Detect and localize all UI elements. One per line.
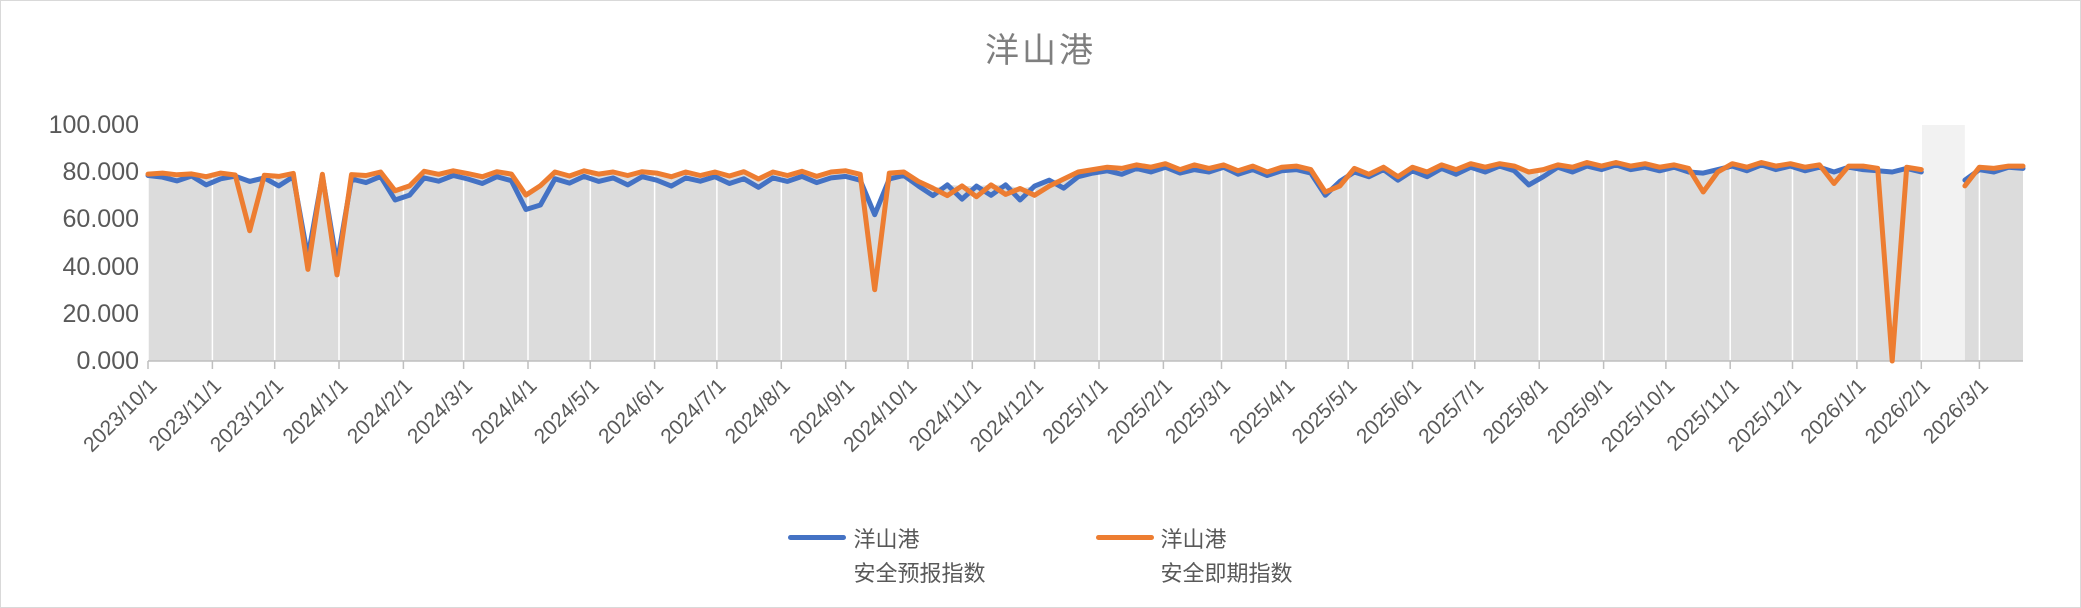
x-axis-label: 2024/2/1 <box>343 374 417 448</box>
legend-item-spot: 洋山港 安全即期指数 <box>1095 523 1293 591</box>
legend: 洋山港 安全预报指数 洋山港 安全即期指数 <box>1 523 2080 591</box>
legend-label-line1: 洋山港 <box>853 527 920 552</box>
x-axis-label: 2024/4/1 <box>467 374 541 448</box>
y-axis-label: 80.000 <box>62 158 139 186</box>
y-axis-label: 100.000 <box>48 111 139 139</box>
y-axis-label: 60.000 <box>62 205 139 233</box>
series-line-spot-index <box>1962 163 2026 189</box>
x-axis-label: 2025/8/1 <box>1479 374 1553 448</box>
series-line-forecast-index <box>145 162 1924 267</box>
x-axis-label: 2024/5/1 <box>530 374 604 448</box>
x-axis-label: 2025/6/1 <box>1352 374 1426 448</box>
x-axis-label: 2026/3/1 <box>1919 374 1993 448</box>
y-axis-label: 0.000 <box>76 347 139 375</box>
x-axis-label: 2024/1/1 <box>278 374 352 448</box>
x-axis-label: 2024/3/1 <box>403 374 477 448</box>
x-axis-label: 2024/8/1 <box>721 374 795 448</box>
x-axis-label: 2024/7/1 <box>656 374 730 448</box>
series-line-spot-index <box>145 160 1924 364</box>
x-axis-label: 2025/3/1 <box>1161 374 1235 448</box>
forecast-line-swatch <box>788 535 847 540</box>
legend-label-line1: 洋山港 <box>1160 527 1227 552</box>
x-axis-label: 2025/4/1 <box>1225 374 1299 448</box>
legend-label-spot: 洋山港 安全即期指数 <box>1161 523 1293 591</box>
x-axis-label: 2025/1/1 <box>1038 374 1112 448</box>
spot-line-swatch <box>1095 535 1154 540</box>
x-axis-label: 2024/6/1 <box>594 374 668 448</box>
no-data-gap <box>1921 125 1965 361</box>
y-axis-label: 20.000 <box>62 300 139 328</box>
x-axis-label: 2026/1/1 <box>1796 374 1870 448</box>
area-fill <box>1964 166 2023 361</box>
legend-label-forecast: 洋山港 安全预报指数 <box>853 523 985 591</box>
x-axis-label: 2025/5/1 <box>1288 374 1362 448</box>
chart-title: 洋山港 <box>985 32 1096 70</box>
y-axis-label: 40.000 <box>62 253 139 281</box>
legend-item-forecast: 洋山港 安全预报指数 <box>788 523 986 591</box>
x-axis-label: 2025/7/1 <box>1414 374 1488 448</box>
legend-label-line2: 安全即期指数 <box>1160 561 1293 587</box>
legend-label-line2: 安全预报指数 <box>853 561 986 587</box>
